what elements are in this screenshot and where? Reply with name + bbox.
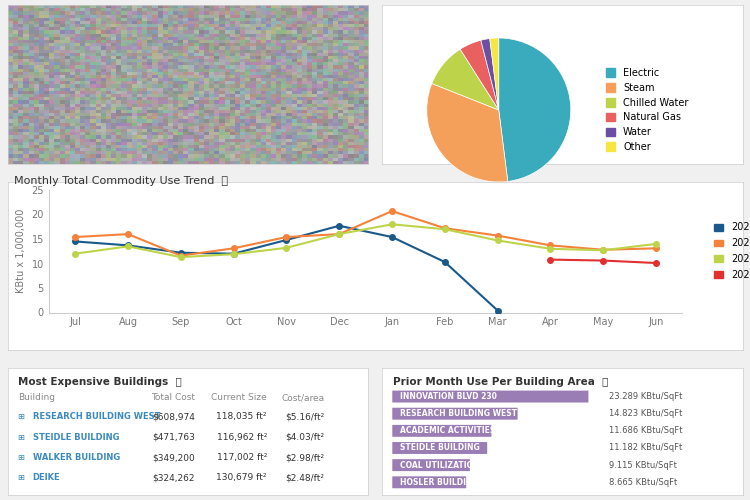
Text: 9.115 KBtu/SqFt: 9.115 KBtu/SqFt <box>609 460 677 469</box>
Line: 2020: 2020 <box>548 257 658 266</box>
2023 <box>440 259 449 265</box>
Text: Building: Building <box>18 394 56 402</box>
FancyBboxPatch shape <box>392 390 589 402</box>
Text: Prior Month Use Per Building Area  ⓘ: Prior Month Use Per Building Area ⓘ <box>393 377 608 387</box>
Text: 23.289 KBtu/SqFt: 23.289 KBtu/SqFt <box>609 392 682 401</box>
Y-axis label: KBtu x 1,000,000: KBtu x 1,000,000 <box>16 209 26 294</box>
Text: WALKER BUILDING: WALKER BUILDING <box>33 453 120 462</box>
Text: 11.182 KBtu/SqFt: 11.182 KBtu/SqFt <box>609 444 682 452</box>
Text: 11.686 KBtu/SqFt: 11.686 KBtu/SqFt <box>609 426 682 436</box>
2022 <box>388 208 397 214</box>
FancyBboxPatch shape <box>392 459 470 471</box>
Text: $608,974: $608,974 <box>152 412 195 422</box>
FancyBboxPatch shape <box>392 476 466 488</box>
Line: 2023: 2023 <box>73 223 500 314</box>
Text: ACADEMIC ACTIVITIES: ACADEMIC ACTIVITIES <box>400 426 496 436</box>
Text: $4.03/ft²: $4.03/ft² <box>286 433 325 442</box>
Text: STEIDLE BUILDING: STEIDLE BUILDING <box>33 433 119 442</box>
Text: 14.823 KBtu/SqFt: 14.823 KBtu/SqFt <box>609 409 682 418</box>
2023 <box>70 238 80 244</box>
Text: Most Expensive Buildings  ⓘ: Most Expensive Buildings ⓘ <box>18 377 182 387</box>
2021 <box>652 241 661 247</box>
Text: 118,035 ft²: 118,035 ft² <box>217 412 267 422</box>
Wedge shape <box>490 38 499 110</box>
Wedge shape <box>499 38 571 182</box>
Wedge shape <box>460 40 499 110</box>
2020 <box>652 260 661 266</box>
2023 <box>494 308 502 314</box>
Text: ⊞: ⊞ <box>18 474 28 482</box>
2022 <box>546 242 555 248</box>
2022 <box>440 225 449 231</box>
2022 <box>176 252 185 258</box>
2022 <box>229 246 238 252</box>
Text: Current Size: Current Size <box>211 394 267 402</box>
Line: 2021: 2021 <box>73 222 658 260</box>
Text: 117,002 ft²: 117,002 ft² <box>217 453 267 462</box>
Text: RESEARCH BUILDING WEST: RESEARCH BUILDING WEST <box>400 409 518 418</box>
Text: Total Cost: Total Cost <box>151 394 195 402</box>
2021 <box>124 244 133 250</box>
2022 <box>282 234 291 240</box>
Text: ⊞: ⊞ <box>18 412 28 422</box>
Text: Cost/area: Cost/area <box>281 394 325 402</box>
2022 <box>652 246 661 252</box>
Text: COAL UTILIZATION LABORATORY: COAL UTILIZATION LABORATORY <box>400 460 539 469</box>
Wedge shape <box>432 49 499 110</box>
2021 <box>546 246 555 252</box>
Text: ⊞: ⊞ <box>18 433 28 442</box>
Legend: Electric, Steam, Chilled Water, Natural Gas, Water, Other: Electric, Steam, Chilled Water, Natural … <box>602 65 692 155</box>
2020 <box>546 256 555 262</box>
Legend: 2023, 2022, 2021, 2020: 2023, 2022, 2021, 2020 <box>710 218 750 284</box>
Text: 116,962 ft²: 116,962 ft² <box>217 433 267 442</box>
2023 <box>388 234 397 240</box>
2022 <box>598 247 608 253</box>
Wedge shape <box>481 38 499 110</box>
2021 <box>334 231 344 237</box>
2022 <box>334 231 344 237</box>
2022 <box>494 232 502 238</box>
FancyBboxPatch shape <box>392 408 518 420</box>
Text: $324,262: $324,262 <box>152 474 195 482</box>
Wedge shape <box>427 84 508 182</box>
2021 <box>176 254 185 260</box>
2021 <box>440 226 449 232</box>
2021 <box>598 248 608 254</box>
2021 <box>282 245 291 251</box>
Line: 2022: 2022 <box>73 208 658 258</box>
Text: $2.48/ft²: $2.48/ft² <box>286 474 325 482</box>
Text: 130,679 ft²: 130,679 ft² <box>217 474 267 482</box>
2021 <box>494 238 502 244</box>
2022 <box>70 234 80 240</box>
Text: HOSLER BUILDING: HOSLER BUILDING <box>400 478 479 487</box>
Text: $2.98/ft²: $2.98/ft² <box>286 453 325 462</box>
Text: ⊞: ⊞ <box>18 453 28 462</box>
2021 <box>229 251 238 257</box>
FancyBboxPatch shape <box>392 425 491 437</box>
Text: $471,763: $471,763 <box>152 433 195 442</box>
2020 <box>598 258 608 264</box>
Text: $349,200: $349,200 <box>152 453 195 462</box>
2023 <box>124 242 133 248</box>
2022 <box>124 231 133 237</box>
2021 <box>388 222 397 228</box>
2023 <box>334 223 344 229</box>
2021 <box>70 250 80 256</box>
Text: Monthly Total Commodity Use Trend  ⓘ: Monthly Total Commodity Use Trend ⓘ <box>14 176 228 186</box>
Text: STEIDLE BUILDING: STEIDLE BUILDING <box>400 444 480 452</box>
Text: RESEARCH BUILDING WEST: RESEARCH BUILDING WEST <box>33 412 160 422</box>
2023 <box>176 250 185 256</box>
Text: 8.665 KBtu/SqFt: 8.665 KBtu/SqFt <box>609 478 677 487</box>
2023 <box>282 237 291 243</box>
2023 <box>229 250 238 256</box>
FancyBboxPatch shape <box>392 442 488 454</box>
Text: $5.16/ft²: $5.16/ft² <box>285 412 325 422</box>
Text: DEIKE: DEIKE <box>33 474 60 482</box>
Text: INNOVATION BLVD 230: INNOVATION BLVD 230 <box>400 392 497 401</box>
